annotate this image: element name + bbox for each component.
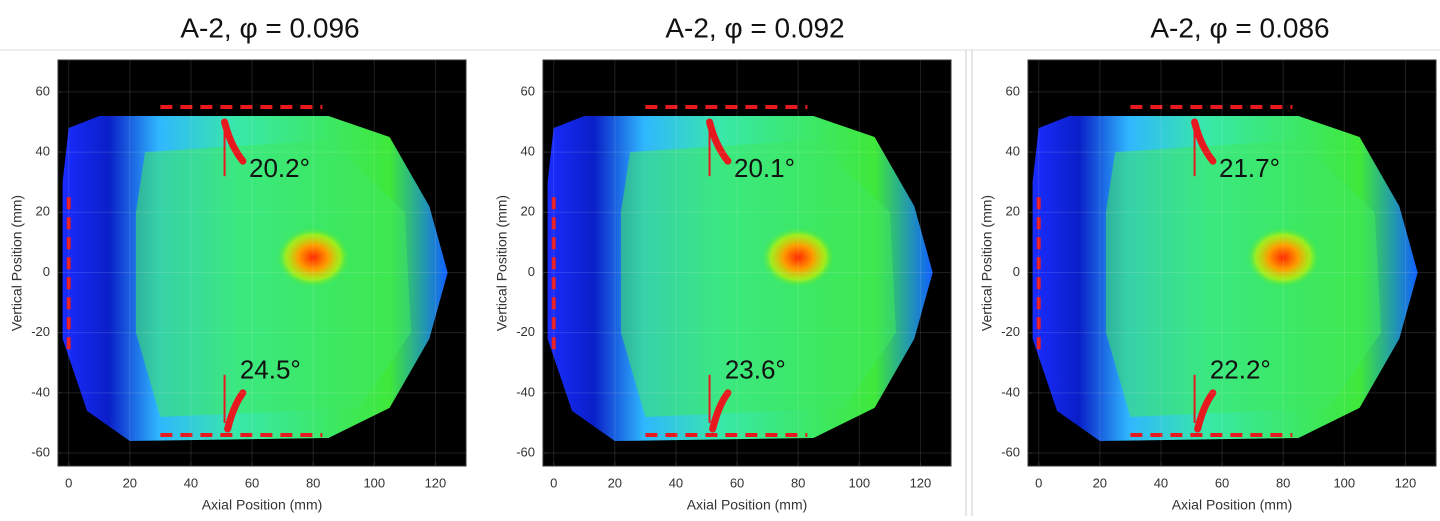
y-tick-label: -40 (516, 384, 535, 399)
annotation: 23.6° (725, 355, 786, 385)
panel: A-2, φ = 0.092 20.1° 23.6° 0 20 40 60 80 100 120 -… (494, 12, 952, 513)
y-tick-label: 60 (36, 83, 50, 98)
x-tick-label: 40 (1154, 475, 1168, 490)
y-tick-label: -20 (31, 324, 50, 339)
annotation: 24.5° (240, 355, 301, 385)
x-tick-label: 120 (1395, 475, 1417, 490)
x-tick-label: 60 (245, 475, 259, 490)
y-tick-label: -20 (1001, 324, 1020, 339)
x-tick-label: 40 (184, 475, 198, 490)
x-tick-label: 20 (123, 475, 137, 490)
y-tick-label: 20 (1006, 204, 1020, 219)
flame-inner (135, 140, 411, 417)
y-tick-label: -40 (1001, 384, 1020, 399)
annotation: 21.7° (1219, 153, 1280, 183)
x-tick-label: 0 (550, 475, 557, 490)
x-tick-label: 40 (669, 475, 683, 490)
x-axis-label: Axial Position (mm) (687, 497, 808, 513)
plot-frame (1027, 59, 1437, 467)
panel-title: A-2, φ = 0.096 (180, 12, 359, 43)
y-tick-label: 0 (1013, 264, 1020, 279)
y-axis-label: Vertical Position (mm) (979, 195, 995, 331)
annotation: 22.2° (1210, 355, 1271, 385)
y-tick-label: -60 (1001, 444, 1020, 459)
x-tick-label: 0 (1035, 475, 1042, 490)
y-axis-label: Vertical Position (mm) (494, 195, 510, 331)
flame-core (761, 227, 835, 288)
x-tick-label: 60 (1215, 475, 1229, 490)
x-tick-label: 80 (791, 475, 805, 490)
x-tick-label: 100 (363, 475, 385, 490)
angle-mark (706, 118, 732, 165)
x-tick-label: 80 (306, 475, 320, 490)
x-tick-label: 100 (1333, 475, 1355, 490)
y-tick-label: 0 (43, 264, 50, 279)
y-tick-label: 20 (36, 204, 50, 219)
panel-title: A-2, φ = 0.086 (1150, 12, 1329, 43)
y-tick-label: 0 (528, 264, 535, 279)
x-tick-label: 20 (1093, 475, 1107, 490)
panel: A-2, φ = 0.086 21.7° 22.2° 0 20 40 60 80 100 120 -… (979, 12, 1437, 513)
x-tick-label: 60 (730, 475, 744, 490)
y-tick-label: 60 (1006, 83, 1020, 98)
y-tick-label: -40 (31, 384, 50, 399)
panel: A-2, φ = 0.096 20.2° 24.5° 0 20 40 60 80 100 120 -… (9, 12, 467, 513)
y-tick-label: 40 (1006, 144, 1020, 159)
angle-mark (1194, 389, 1217, 433)
x-tick-label: 80 (1276, 475, 1290, 490)
x-tick-label: 120 (425, 475, 447, 490)
plot-frame (57, 59, 467, 467)
flame-inner (1105, 140, 1381, 417)
panel-title: A-2, φ = 0.092 (665, 12, 844, 43)
x-axis-label: Axial Position (mm) (1172, 497, 1293, 513)
flame-core (1246, 227, 1320, 288)
plot-frame (542, 59, 952, 467)
flame-core (276, 227, 350, 288)
flame-inner (620, 140, 896, 417)
x-axis-label: Axial Position (mm) (202, 497, 323, 513)
y-tick-label: -60 (31, 444, 50, 459)
annotation: 20.2° (249, 153, 310, 183)
x-tick-label: 100 (848, 475, 870, 490)
angle-mark (221, 118, 247, 165)
y-tick-label: 40 (521, 144, 535, 159)
y-tick-label: 20 (521, 204, 535, 219)
x-tick-label: 0 (65, 475, 72, 490)
y-tick-label: 60 (521, 83, 535, 98)
y-axis-label: Vertical Position (mm) (9, 195, 25, 331)
x-tick-label: 20 (608, 475, 622, 490)
x-tick-label: 120 (910, 475, 932, 490)
y-tick-label: 40 (36, 144, 50, 159)
y-tick-label: -20 (516, 324, 535, 339)
angle-mark (224, 389, 247, 433)
annotation: 20.1° (734, 153, 795, 183)
angle-mark (709, 389, 732, 433)
y-tick-label: -60 (516, 444, 535, 459)
angle-mark (1191, 118, 1217, 165)
